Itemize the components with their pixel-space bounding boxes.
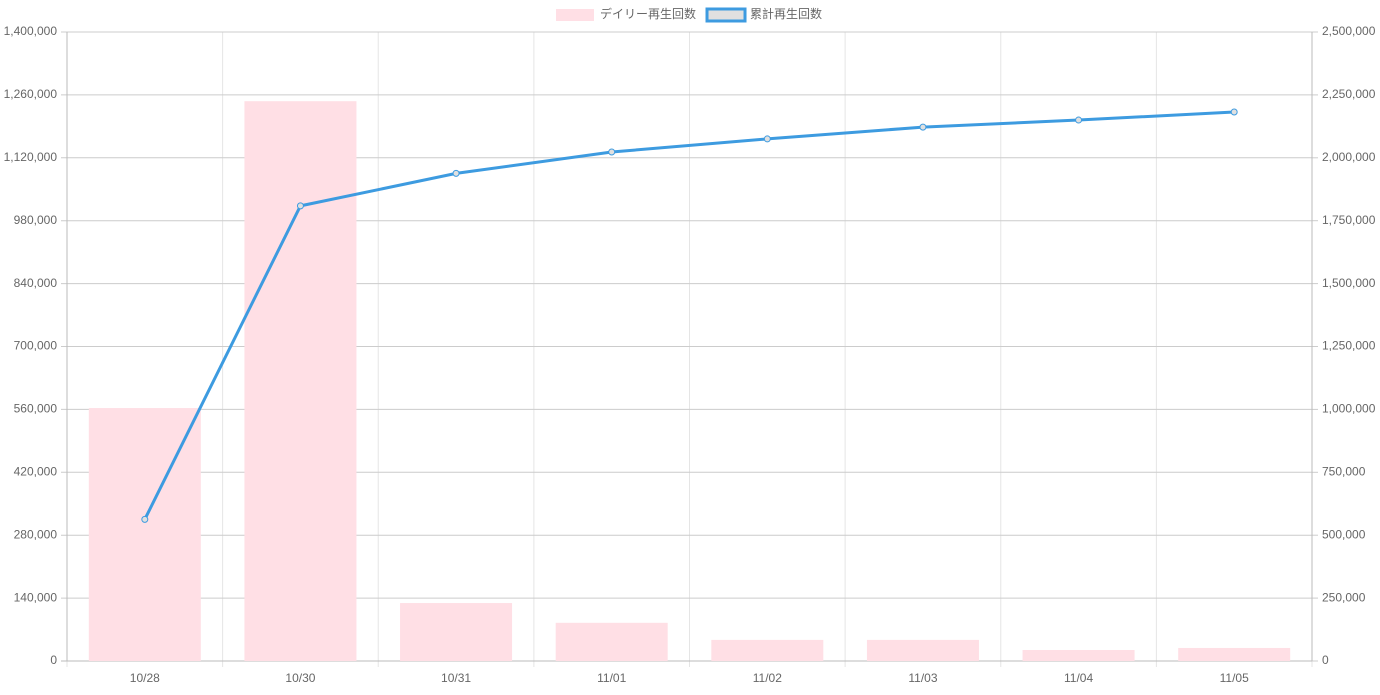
line xyxy=(143,110,1235,521)
point xyxy=(763,135,771,143)
point xyxy=(141,515,149,523)
y-tick-label: 140,000 xyxy=(14,590,58,604)
y-tick-label: 280,000 xyxy=(14,527,58,541)
point xyxy=(919,123,927,131)
x-tick-label: 10/28 xyxy=(130,671,160,685)
y2-tick-label: 1,500,000 xyxy=(1322,276,1376,290)
bar xyxy=(711,639,824,661)
y-tick-label: 560,000 xyxy=(14,402,58,416)
y2-tick-label: 250,000 xyxy=(1322,590,1366,604)
y2-tick-label: 0 xyxy=(1322,653,1329,667)
y-tick-label: 1,120,000 xyxy=(4,150,58,164)
x-tick-label: 10/30 xyxy=(285,671,315,685)
bar xyxy=(1178,647,1291,661)
point xyxy=(296,202,304,210)
bar xyxy=(88,408,201,661)
x-tick-label: 11/04 xyxy=(1064,671,1093,685)
x-tick-label: 10/31 xyxy=(441,671,471,685)
point xyxy=(1075,116,1083,124)
y2-tick-label: 500,000 xyxy=(1322,527,1366,541)
y2-tick-label: 750,000 xyxy=(1322,464,1366,478)
y-tick-label: 420,000 xyxy=(14,464,58,478)
y2-tick-label: 1,000,000 xyxy=(1322,402,1376,416)
y-tick-label: 840,000 xyxy=(14,276,58,290)
x-tick-label: 11/01 xyxy=(597,671,626,685)
legend-swatch xyxy=(705,7,747,23)
x-tick-label: 11/05 xyxy=(1220,671,1249,685)
x-tick-label: 11/03 xyxy=(908,671,937,685)
y2-tick-label: 1,250,000 xyxy=(1322,339,1376,353)
legend-swatch xyxy=(556,9,594,21)
y-tick-label: 0 xyxy=(50,653,57,667)
y-tick-label: 1,260,000 xyxy=(4,87,58,101)
point xyxy=(1230,108,1238,116)
y-tick-label: 700,000 xyxy=(14,339,58,353)
y2-tick-label: 2,000,000 xyxy=(1322,150,1376,164)
point xyxy=(452,169,460,177)
y2-tick-label: 2,500,000 xyxy=(1322,24,1376,38)
bar xyxy=(555,622,668,661)
bar xyxy=(400,603,513,661)
point xyxy=(608,148,616,156)
legend-label: 累計再生回数 xyxy=(750,6,822,21)
y2-tick-label: 2,250,000 xyxy=(1322,87,1376,101)
bar xyxy=(1022,649,1135,661)
bar xyxy=(244,101,357,661)
y-tick-label: 1,400,000 xyxy=(4,24,58,38)
y-tick-label: 980,000 xyxy=(14,213,58,227)
x-tick-label: 11/02 xyxy=(753,671,782,685)
bar xyxy=(866,639,979,661)
legend-label: デイリー再生回数 xyxy=(600,6,696,21)
y2-tick-label: 1,750,000 xyxy=(1322,213,1376,227)
